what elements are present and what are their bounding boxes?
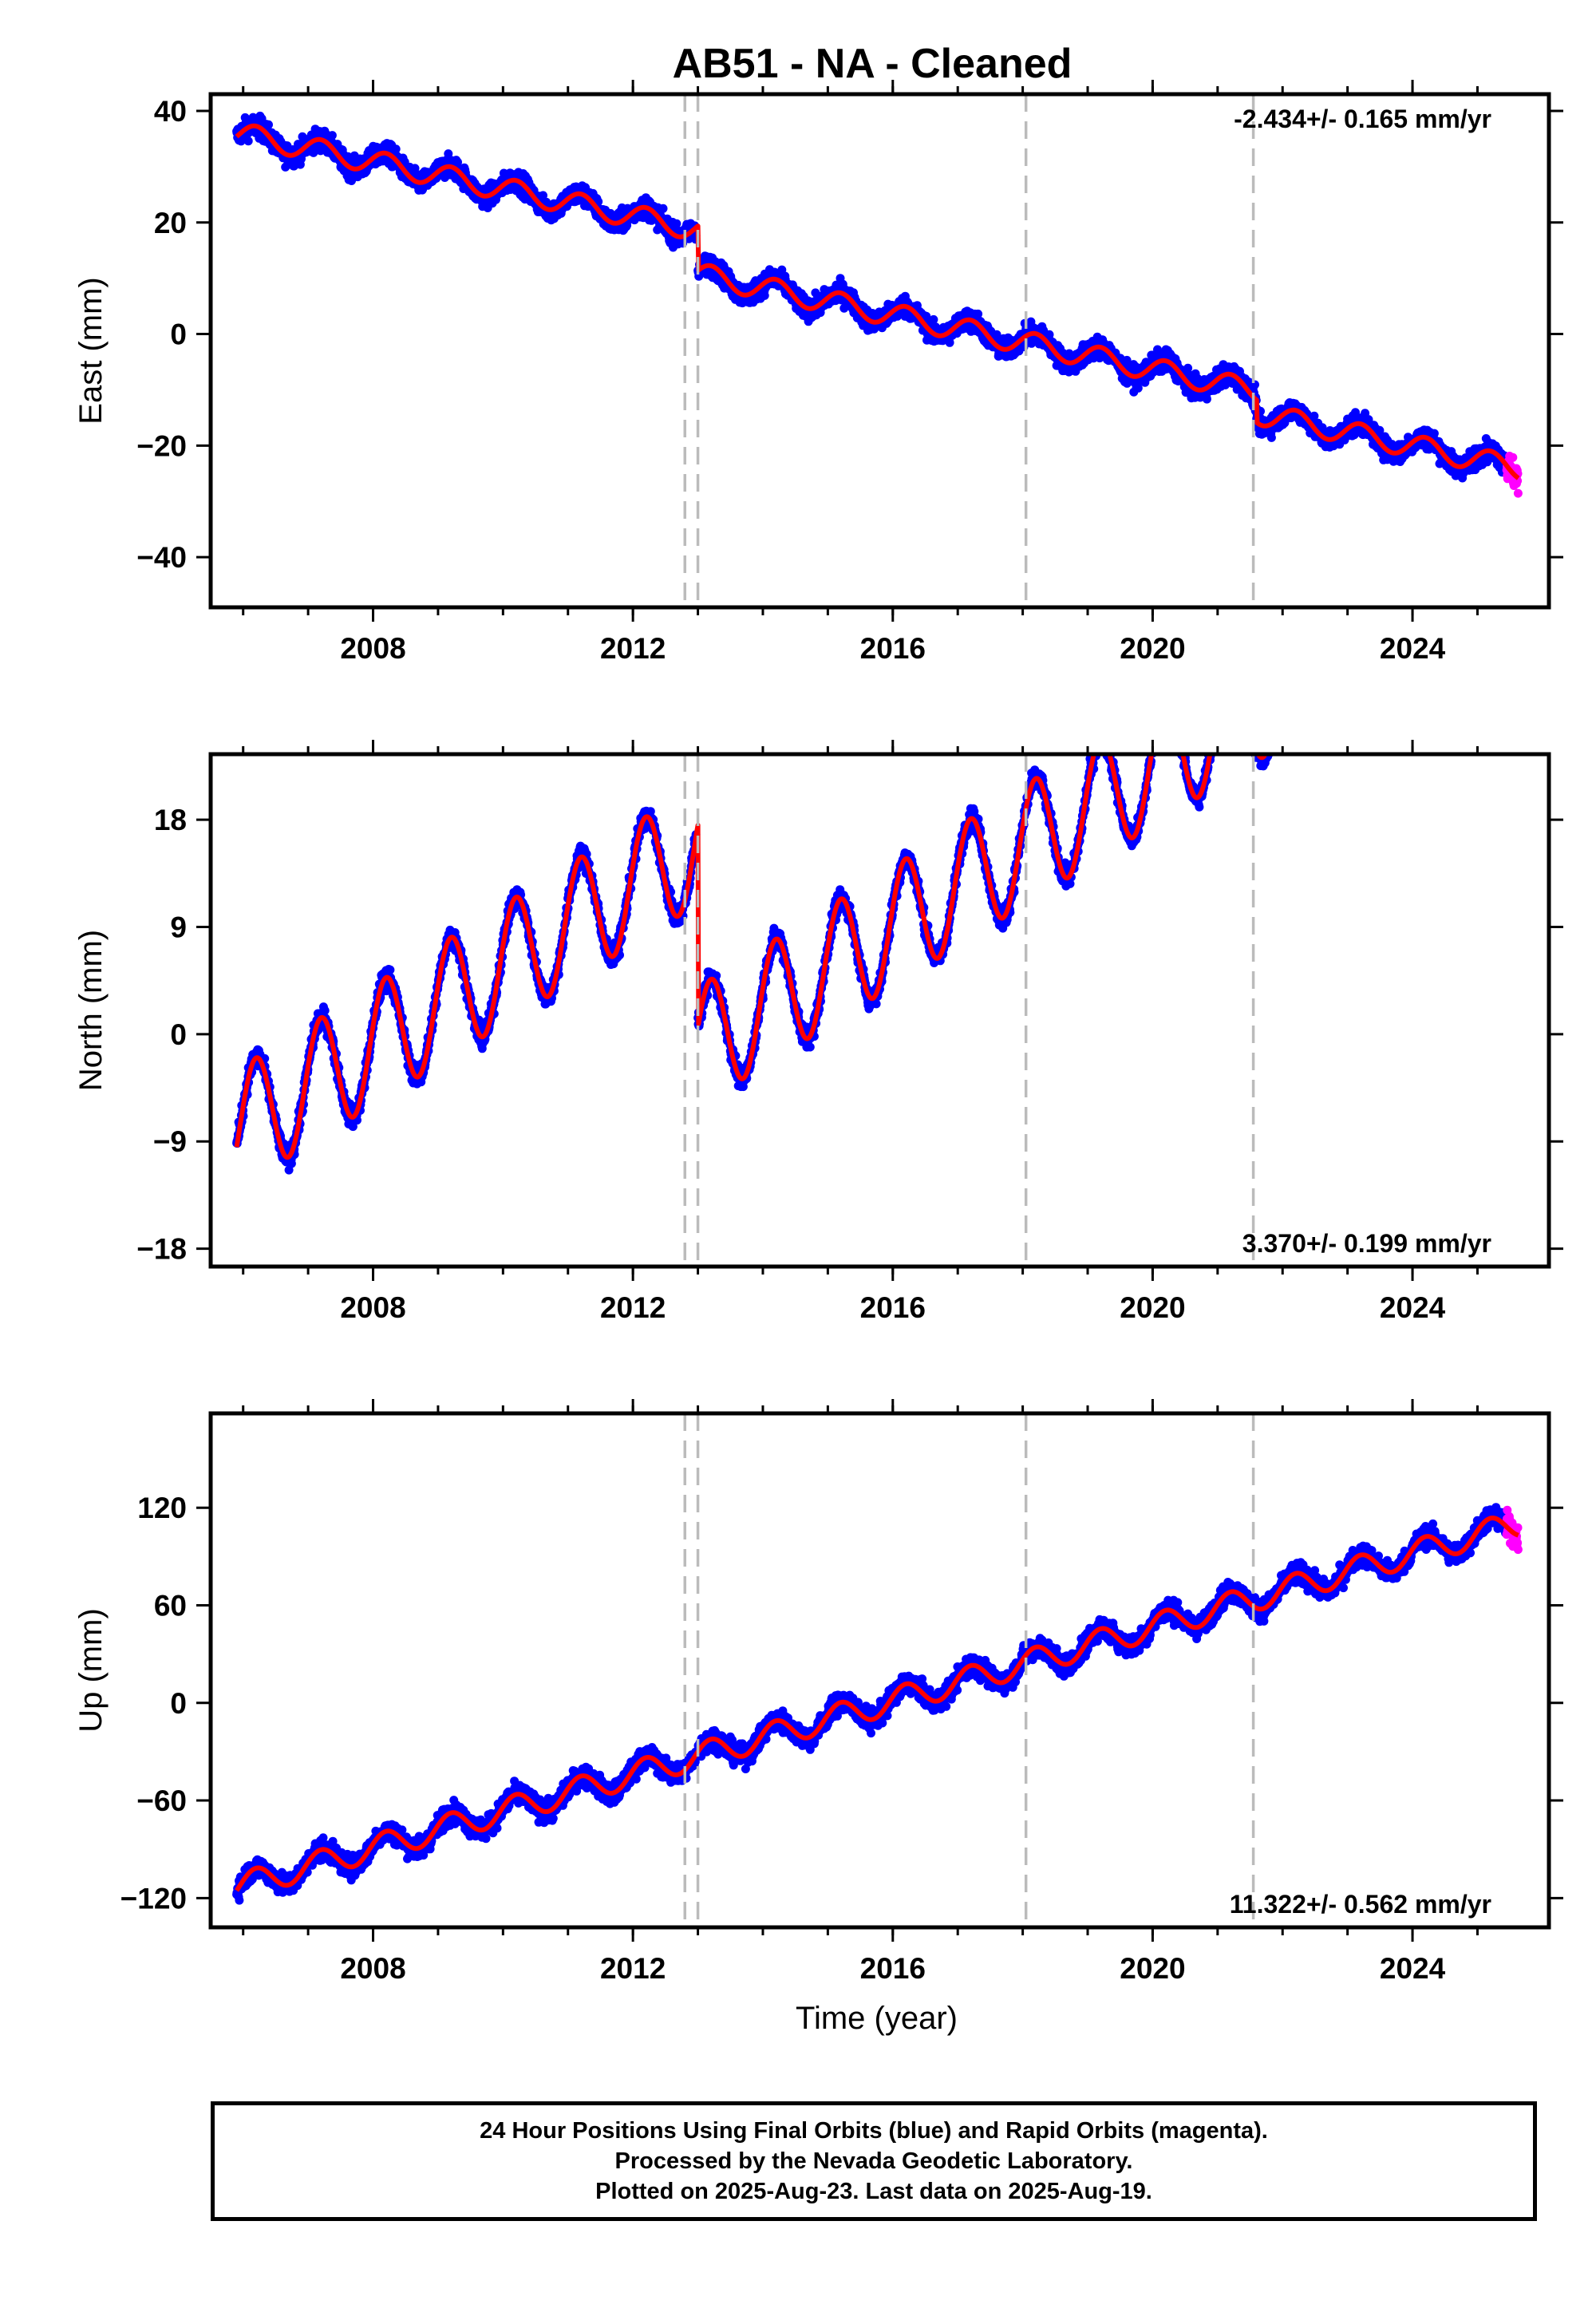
data-point: [658, 204, 668, 213]
data-point: [1266, 433, 1276, 442]
x-tick-label: 2016: [860, 632, 926, 665]
data-point: [286, 1159, 296, 1168]
y-tick-label: 20: [154, 207, 187, 239]
y-tick-label: 40: [154, 95, 187, 128]
y-tick-label: −20: [136, 429, 187, 462]
data-point: [453, 157, 462, 167]
figure-title: AB51 - NA - Cleaned: [673, 41, 1073, 87]
data-point: [264, 120, 273, 129]
plot-area: [232, 754, 1274, 1267]
x-tick-label: 2012: [600, 632, 666, 665]
panel-east: 2008 2012 2016 2020 2024 40 20 0 −20 −40 East (mm)…: [73, 80, 1563, 665]
y-tick-label: −40: [136, 541, 187, 574]
data-point: [391, 144, 401, 154]
y-tick-label: 0: [170, 318, 187, 351]
plot-area: [232, 94, 1523, 607]
data-point: [929, 314, 938, 324]
data-point: [327, 131, 337, 140]
x-tick-label: 2008: [340, 632, 405, 665]
x-tick-label: 2020: [1120, 632, 1185, 665]
data-point: [1250, 380, 1259, 389]
velocity-label: -2.434+/- 0.165 mm/yr: [1234, 105, 1491, 133]
data-point: [243, 136, 253, 146]
x-tick-label: 2024: [1380, 632, 1446, 665]
data-point: [539, 191, 547, 200]
data-point: [1027, 338, 1037, 348]
y-axis-label: East (mm): [73, 277, 109, 424]
rapid-data-point: [1513, 488, 1523, 498]
data-point: [444, 149, 453, 159]
data-point: [672, 219, 681, 228]
final-orbit-points: [232, 111, 1511, 483]
data-point: [385, 965, 395, 974]
rapid-data-point: [1508, 453, 1518, 462]
data-point: [760, 290, 769, 300]
data-point: [974, 309, 983, 318]
data-point: [945, 338, 954, 347]
